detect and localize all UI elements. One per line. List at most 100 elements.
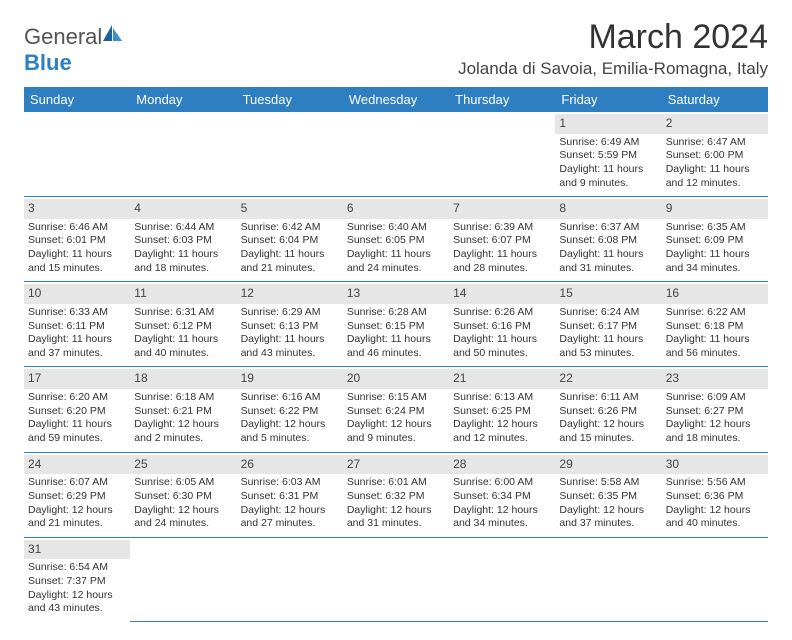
day-number: 26: [237, 455, 343, 475]
calendar-blank-cell: [662, 537, 768, 622]
sunset-label: Sunset: 6:09 PM: [666, 234, 764, 248]
day-info: Sunrise: 6:16 AMSunset: 6:22 PMDaylight:…: [241, 391, 339, 446]
daylight-label: Daylight: 11 hours and 40 minutes.: [134, 333, 232, 360]
day-info: Sunrise: 6:07 AMSunset: 6:29 PMDaylight:…: [28, 476, 126, 531]
day-number: 6: [343, 199, 449, 219]
calendar-week-row: 10Sunrise: 6:33 AMSunset: 6:11 PMDayligh…: [24, 282, 768, 367]
header: GeneralBlue March 2024 Jolanda di Savoia…: [24, 18, 768, 79]
sunrise-label: Sunrise: 6:01 AM: [347, 476, 445, 490]
daylight-label: Daylight: 12 hours and 12 minutes.: [453, 418, 551, 445]
sunset-label: Sunset: 6:26 PM: [559, 405, 657, 419]
calendar-blank-cell: [555, 537, 661, 622]
daylight-label: Daylight: 12 hours and 27 minutes.: [241, 504, 339, 531]
weekday-header: Wednesday: [343, 87, 449, 112]
calendar-day-cell: 25Sunrise: 6:05 AMSunset: 6:30 PMDayligh…: [130, 452, 236, 537]
calendar-blank-cell: [237, 537, 343, 622]
day-number: 14: [449, 284, 555, 304]
sunrise-label: Sunrise: 6:46 AM: [28, 221, 126, 235]
sunrise-label: Sunrise: 6:16 AM: [241, 391, 339, 405]
logo: GeneralBlue: [24, 24, 124, 76]
day-info: Sunrise: 6:37 AMSunset: 6:08 PMDaylight:…: [559, 221, 657, 276]
day-number: 23: [662, 369, 768, 389]
daylight-label: Daylight: 11 hours and 50 minutes.: [453, 333, 551, 360]
sunrise-label: Sunrise: 6:24 AM: [559, 306, 657, 320]
calendar-day-cell: 1Sunrise: 6:49 AMSunset: 5:59 PMDaylight…: [555, 112, 661, 197]
calendar-day-cell: 9Sunrise: 6:35 AMSunset: 6:09 PMDaylight…: [662, 197, 768, 282]
calendar-week-row: 24Sunrise: 6:07 AMSunset: 6:29 PMDayligh…: [24, 452, 768, 537]
calendar-day-cell: 18Sunrise: 6:18 AMSunset: 6:21 PMDayligh…: [130, 367, 236, 452]
weekday-header: Friday: [555, 87, 661, 112]
daylight-label: Daylight: 12 hours and 37 minutes.: [559, 504, 657, 531]
sunset-label: Sunset: 6:11 PM: [28, 320, 126, 334]
sunset-label: Sunset: 6:35 PM: [559, 490, 657, 504]
sunset-label: Sunset: 6:34 PM: [453, 490, 551, 504]
calendar-week-row: 31Sunrise: 6:54 AMSunset: 7:37 PMDayligh…: [24, 537, 768, 622]
day-info: Sunrise: 6:03 AMSunset: 6:31 PMDaylight:…: [241, 476, 339, 531]
calendar-blank-cell: [343, 112, 449, 197]
day-info: Sunrise: 6:15 AMSunset: 6:24 PMDaylight:…: [347, 391, 445, 446]
daylight-label: Daylight: 12 hours and 31 minutes.: [347, 504, 445, 531]
sunrise-label: Sunrise: 6:22 AM: [666, 306, 764, 320]
daylight-label: Daylight: 11 hours and 34 minutes.: [666, 248, 764, 275]
sunset-label: Sunset: 5:59 PM: [559, 149, 657, 163]
sunrise-label: Sunrise: 6:42 AM: [241, 221, 339, 235]
daylight-label: Daylight: 12 hours and 18 minutes.: [666, 418, 764, 445]
sunset-label: Sunset: 6:17 PM: [559, 320, 657, 334]
day-number: 8: [555, 199, 661, 219]
sunrise-label: Sunrise: 5:56 AM: [666, 476, 764, 490]
sunrise-label: Sunrise: 6:29 AM: [241, 306, 339, 320]
sunrise-label: Sunrise: 6:13 AM: [453, 391, 551, 405]
sunset-label: Sunset: 6:01 PM: [28, 234, 126, 248]
sunrise-label: Sunrise: 6:15 AM: [347, 391, 445, 405]
sunrise-label: Sunrise: 6:18 AM: [134, 391, 232, 405]
day-info: Sunrise: 6:40 AMSunset: 6:05 PMDaylight:…: [347, 221, 445, 276]
day-info: Sunrise: 6:28 AMSunset: 6:15 PMDaylight:…: [347, 306, 445, 361]
sunset-label: Sunset: 6:13 PM: [241, 320, 339, 334]
calendar-blank-cell: [449, 537, 555, 622]
daylight-label: Daylight: 12 hours and 34 minutes.: [453, 504, 551, 531]
calendar-week-row: 3Sunrise: 6:46 AMSunset: 6:01 PMDaylight…: [24, 197, 768, 282]
sunrise-label: Sunrise: 6:05 AM: [134, 476, 232, 490]
day-number: 1: [555, 114, 661, 134]
calendar-blank-cell: [24, 112, 130, 197]
sunset-label: Sunset: 6:22 PM: [241, 405, 339, 419]
sunrise-label: Sunrise: 6:00 AM: [453, 476, 551, 490]
calendar-day-cell: 17Sunrise: 6:20 AMSunset: 6:20 PMDayligh…: [24, 367, 130, 452]
calendar-day-cell: 26Sunrise: 6:03 AMSunset: 6:31 PMDayligh…: [237, 452, 343, 537]
sunrise-label: Sunrise: 6:09 AM: [666, 391, 764, 405]
daylight-label: Daylight: 11 hours and 43 minutes.: [241, 333, 339, 360]
day-info: Sunrise: 6:18 AMSunset: 6:21 PMDaylight:…: [134, 391, 232, 446]
calendar-page: GeneralBlue March 2024 Jolanda di Savoia…: [0, 0, 792, 640]
day-number: 18: [130, 369, 236, 389]
daylight-label: Daylight: 11 hours and 18 minutes.: [134, 248, 232, 275]
daylight-label: Daylight: 12 hours and 21 minutes.: [28, 504, 126, 531]
calendar-header-row: SundayMondayTuesdayWednesdayThursdayFrid…: [24, 87, 768, 112]
calendar-blank-cell: [130, 537, 236, 622]
day-number: 11: [130, 284, 236, 304]
daylight-label: Daylight: 11 hours and 15 minutes.: [28, 248, 126, 275]
sunrise-label: Sunrise: 6:44 AM: [134, 221, 232, 235]
day-number: 27: [343, 455, 449, 475]
day-info: Sunrise: 6:00 AMSunset: 6:34 PMDaylight:…: [453, 476, 551, 531]
day-info: Sunrise: 6:26 AMSunset: 6:16 PMDaylight:…: [453, 306, 551, 361]
day-info: Sunrise: 6:42 AMSunset: 6:04 PMDaylight:…: [241, 221, 339, 276]
day-number: 22: [555, 369, 661, 389]
calendar-day-cell: 8Sunrise: 6:37 AMSunset: 6:08 PMDaylight…: [555, 197, 661, 282]
daylight-label: Daylight: 11 hours and 9 minutes.: [559, 163, 657, 190]
day-number: 13: [343, 284, 449, 304]
day-number: 17: [24, 369, 130, 389]
calendar-day-cell: 15Sunrise: 6:24 AMSunset: 6:17 PMDayligh…: [555, 282, 661, 367]
calendar-day-cell: 4Sunrise: 6:44 AMSunset: 6:03 PMDaylight…: [130, 197, 236, 282]
daylight-label: Daylight: 11 hours and 21 minutes.: [241, 248, 339, 275]
day-info: Sunrise: 6:24 AMSunset: 6:17 PMDaylight:…: [559, 306, 657, 361]
day-info: Sunrise: 6:49 AMSunset: 5:59 PMDaylight:…: [559, 136, 657, 191]
day-number: 30: [662, 455, 768, 475]
logo-text: GeneralBlue: [24, 24, 124, 76]
day-info: Sunrise: 6:13 AMSunset: 6:25 PMDaylight:…: [453, 391, 551, 446]
logo-text-2: Blue: [24, 50, 72, 75]
calendar-day-cell: 5Sunrise: 6:42 AMSunset: 6:04 PMDaylight…: [237, 197, 343, 282]
calendar-day-cell: 29Sunrise: 5:58 AMSunset: 6:35 PMDayligh…: [555, 452, 661, 537]
weekday-header: Monday: [130, 87, 236, 112]
day-info: Sunrise: 6:09 AMSunset: 6:27 PMDaylight:…: [666, 391, 764, 446]
sunset-label: Sunset: 6:12 PM: [134, 320, 232, 334]
